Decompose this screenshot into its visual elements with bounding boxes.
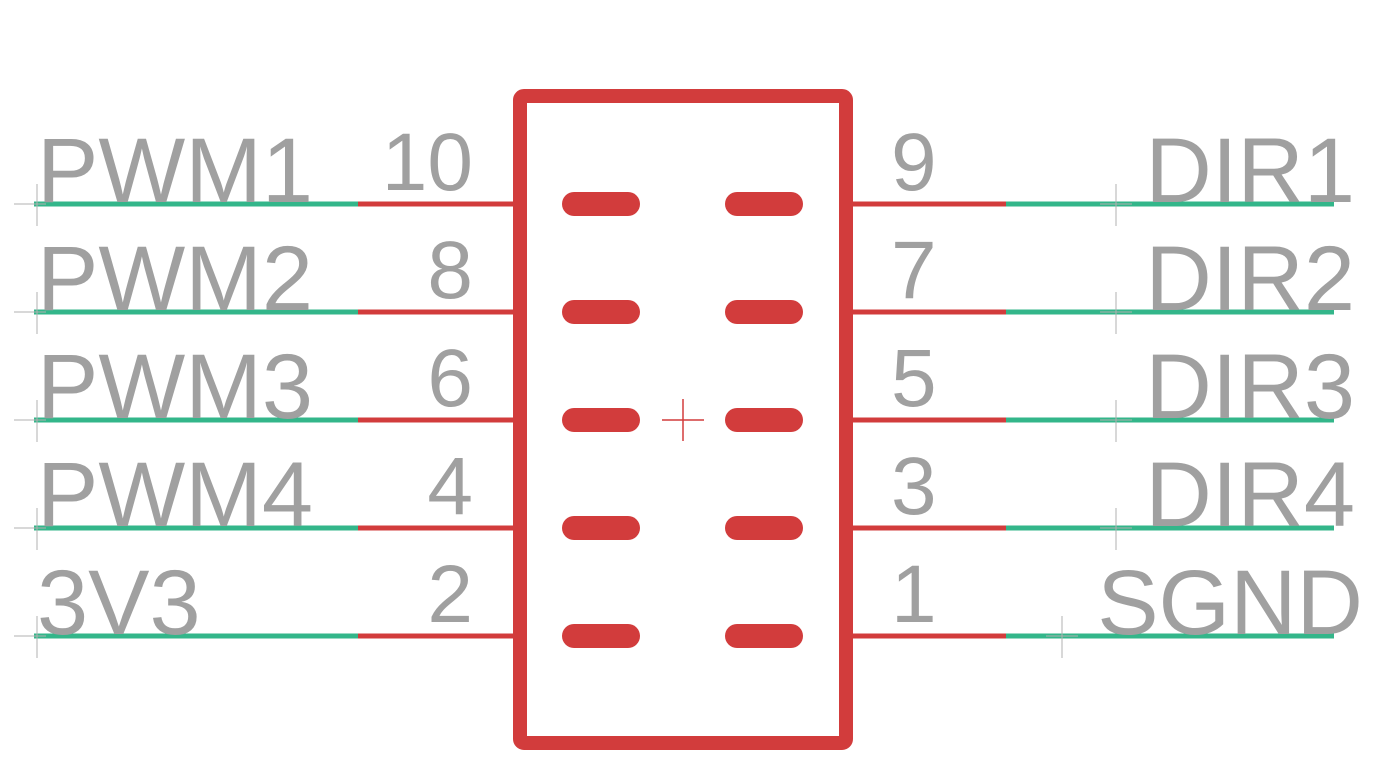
net-origin-mark [1100, 292, 1132, 334]
net-origin-mark [14, 508, 46, 550]
net-label: PWM4 [37, 444, 313, 546]
pin-number: 3 [891, 441, 937, 532]
net-label: 3V3 [37, 552, 201, 654]
pin-number: 8 [427, 225, 473, 316]
net-origin-mark [14, 616, 46, 658]
net-label: PWM3 [37, 336, 313, 438]
net-label: PWM1 [37, 120, 313, 222]
right-pin-row: DIR2 7 [725, 225, 1355, 334]
pin-number: 1 [891, 549, 937, 640]
net-label: DIR4 [1145, 444, 1355, 546]
net-origin-mark [1100, 508, 1132, 550]
left-pin-row: PWM2 8 [14, 225, 640, 334]
left-pin-row: PWM1 10 [14, 117, 640, 226]
net-label: DIR1 [1145, 120, 1355, 222]
left-pin-row: PWM3 6 [14, 333, 640, 442]
net-origin-mark [14, 292, 46, 334]
net-origin-mark [1046, 616, 1078, 658]
pin-number: 2 [427, 549, 473, 640]
right-pin-row: DIR4 3 [725, 441, 1355, 550]
pin-number: 9 [891, 117, 937, 208]
net-label: DIR2 [1145, 228, 1355, 330]
pin-number: 5 [891, 333, 937, 424]
right-pin-row: DIR3 5 [725, 333, 1355, 442]
net-origin-mark [1100, 400, 1132, 442]
pin-number: 4 [427, 441, 473, 532]
origin-cross-icon [662, 399, 704, 441]
net-label: PWM2 [37, 228, 313, 330]
right-pin-row: SGND 1 [725, 549, 1363, 658]
pin-number: 6 [427, 333, 473, 424]
net-origin-mark [1100, 184, 1132, 226]
pin-number: 7 [891, 225, 937, 316]
left-pin-row: PWM4 4 [14, 441, 640, 550]
left-pin-row: 3V3 2 [14, 549, 640, 658]
net-label: SGND [1097, 552, 1363, 654]
right-pin-row: DIR1 9 [725, 117, 1355, 226]
net-origin-mark [14, 400, 46, 442]
net-origin-mark [14, 184, 46, 226]
net-label: DIR3 [1145, 336, 1355, 438]
pin-number: 10 [382, 117, 473, 208]
